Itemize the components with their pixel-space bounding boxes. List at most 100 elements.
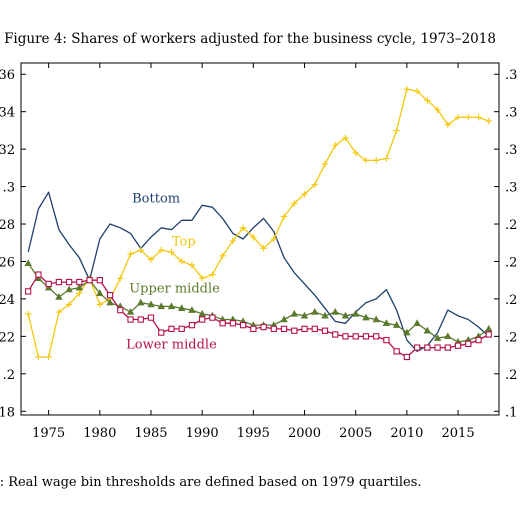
point-top: [260, 245, 267, 252]
point-lower-middle: [280, 325, 288, 333]
point-lower-middle: [239, 321, 247, 329]
point-lower-middle: [291, 327, 298, 334]
point-top: [219, 252, 226, 260]
point-top: [45, 353, 52, 361]
point-top: [444, 121, 452, 128]
point-top: [250, 233, 257, 241]
point-top: [55, 308, 63, 316]
chart-note: e: Real wage bin thresholds are defined …: [0, 475, 422, 490]
point-lower-middle: [260, 323, 267, 331]
point-top: [403, 86, 411, 93]
y-tick-label-right: .3: [505, 181, 517, 196]
point-lower-middle: [250, 325, 257, 333]
point-upper-middle: [392, 321, 401, 328]
point-top: [35, 353, 42, 361]
point-lower-middle: [444, 344, 451, 351]
series-lower-middle: [25, 271, 492, 361]
point-top: [96, 301, 104, 308]
point-lower-middle: [321, 327, 329, 334]
label-upper-middle: Upper middle: [129, 281, 220, 296]
label-top: Top: [172, 235, 196, 250]
point-lower-middle: [434, 344, 441, 351]
plot-frame: [20, 62, 500, 416]
point-lower-middle: [311, 325, 318, 333]
series-top: [24, 86, 492, 361]
y-tick-label-left: .22: [0, 330, 15, 345]
point-top: [383, 155, 390, 162]
point-top: [291, 200, 298, 207]
point-lower-middle: [332, 331, 339, 338]
point-lower-middle: [373, 333, 380, 340]
point-top: [424, 97, 431, 104]
point-top: [454, 114, 462, 121]
y-tick-label-left: .36: [0, 68, 15, 83]
point-top: [209, 271, 216, 278]
point-upper-middle: [198, 309, 206, 317]
point-top: [178, 258, 185, 265]
y-tick-label-left: .3: [3, 181, 15, 196]
point-lower-middle: [106, 292, 114, 299]
point-upper-middle: [96, 289, 104, 296]
point-lower-middle: [342, 333, 349, 340]
point-lower-middle: [209, 314, 216, 321]
axis-ticks: 1975 1980 1985 1990 1995 2000 2005 2010 2015 .18.…: [0, 63, 517, 441]
point-top: [280, 213, 288, 220]
point-upper-middle: [75, 283, 84, 291]
point-upper-middle: [331, 308, 339, 315]
point-upper-middle: [55, 293, 63, 300]
y-tick-label-left: .24: [0, 293, 15, 308]
point-upper-middle: [290, 309, 298, 317]
point-lower-middle: [475, 336, 482, 344]
point-lower-middle: [413, 344, 421, 351]
point-upper-middle: [24, 259, 32, 267]
point-upper-middle: [321, 311, 329, 319]
point-upper-middle: [157, 302, 165, 310]
y-tick-label-right: .3: [505, 68, 517, 83]
point-top: [393, 127, 400, 134]
point-lower-middle: [219, 320, 226, 327]
point-lower-middle: [270, 325, 277, 333]
point-top: [24, 310, 32, 318]
point-upper-middle: [413, 319, 421, 326]
point-upper-middle: [137, 298, 145, 306]
x-tick-label: 2015: [442, 426, 475, 441]
point-top: [76, 290, 83, 297]
point-top: [198, 275, 206, 282]
point-lower-middle: [137, 316, 144, 323]
point-lower-middle: [178, 325, 185, 333]
label-lower-middle: Lower middle: [126, 338, 217, 353]
point-top: [229, 237, 237, 245]
point-lower-middle: [127, 316, 134, 323]
y-tick-label-right: .2: [505, 368, 517, 383]
y-tick-label-right: .3: [505, 143, 517, 158]
point-lower-middle: [393, 348, 400, 355]
y-tick-label-left: .18: [0, 405, 15, 420]
chart-title: Figure 4: Shares of workers adjusted for…: [4, 31, 496, 47]
point-top: [465, 114, 472, 121]
point-upper-middle: [126, 308, 135, 315]
point-lower-middle: [25, 288, 32, 295]
point-top: [372, 157, 380, 164]
point-lower-middle: [352, 333, 359, 340]
point-top: [301, 190, 308, 198]
point-lower-middle: [454, 342, 462, 349]
x-tick-label: 1995: [237, 426, 270, 441]
point-top: [147, 256, 155, 263]
point-upper-middle: [300, 311, 309, 319]
series-line-lower-middle: [27, 273, 490, 358]
point-upper-middle: [44, 283, 53, 291]
point-top: [239, 224, 247, 231]
point-lower-middle: [86, 277, 93, 284]
point-lower-middle: [383, 336, 390, 344]
point-top: [434, 106, 441, 114]
point-lower-middle: [147, 314, 155, 321]
point-upper-middle: [403, 328, 411, 336]
point-top: [158, 247, 165, 254]
x-tick-label: 1980: [83, 426, 116, 441]
point-lower-middle: [168, 325, 175, 333]
series-line-top: [27, 88, 490, 358]
point-lower-middle: [362, 333, 370, 340]
point-lower-middle: [424, 344, 431, 351]
y-tick-label-right: .2: [505, 293, 517, 308]
